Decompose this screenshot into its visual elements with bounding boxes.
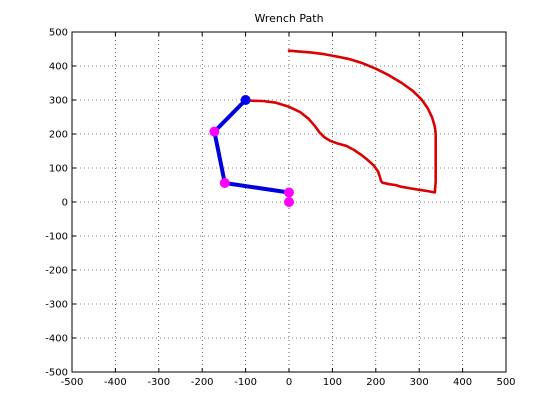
- y-tick-label: 200: [49, 130, 68, 141]
- x-tick-label: 200: [366, 377, 385, 388]
- joint-marker: [219, 178, 230, 188]
- x-tick-label: 100: [323, 377, 342, 388]
- y-tick-label: 500: [49, 28, 68, 39]
- grid: [72, 32, 506, 372]
- wrench-path-line: [249, 49, 438, 194]
- x-tick-label: 400: [453, 377, 472, 388]
- x-tick-label: -400: [104, 377, 127, 388]
- plot-area: -500 -400 -300 -200 -100 0 100 200 300 400 500 -500…: [45, 28, 515, 389]
- x-tick-label: -100: [234, 377, 257, 388]
- x-tick-label: 300: [410, 377, 429, 388]
- joint-marker: [240, 95, 251, 105]
- axis-ticks: -500 -400 -300 -200 -100 0 100 200 300 400 500 -500…: [45, 28, 515, 389]
- y-tick-label: 300: [49, 96, 68, 107]
- y-tick-label: 0: [62, 198, 68, 209]
- x-tick-label: -300: [147, 377, 170, 388]
- series-layer: [209, 49, 438, 207]
- y-tick-label: -500: [45, 368, 68, 379]
- y-tick-label: -400: [45, 334, 68, 345]
- x-tick-label: -200: [191, 377, 214, 388]
- y-tick-label: -100: [45, 232, 68, 243]
- joint-marker: [284, 197, 294, 207]
- y-tick-label: 100: [49, 164, 68, 175]
- arm-link-line: [212, 98, 291, 195]
- x-tick-label: -500: [61, 377, 84, 388]
- x-tick-label: 0: [286, 377, 292, 388]
- joint-marker: [284, 187, 294, 198]
- y-tick-label: -200: [45, 266, 68, 277]
- y-tick-label: -300: [45, 300, 68, 311]
- x-tick-label: 500: [496, 377, 515, 388]
- joint-marker: [209, 126, 220, 137]
- y-tick-label: 400: [49, 62, 68, 73]
- chart-title: Wrench Path: [254, 12, 323, 25]
